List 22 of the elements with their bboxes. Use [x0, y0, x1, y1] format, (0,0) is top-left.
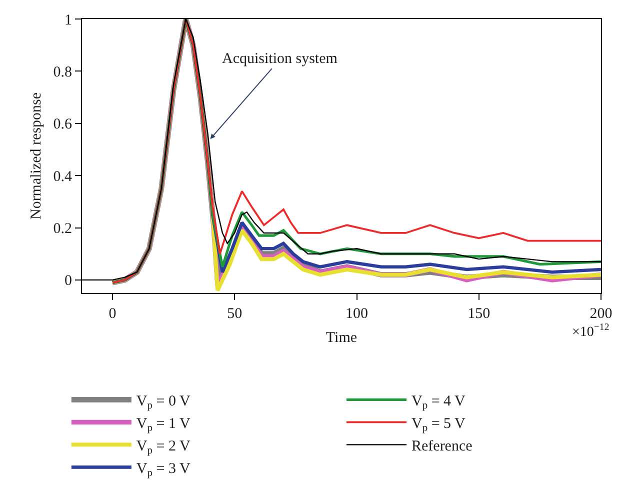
x-tick-label: 150 [468, 306, 490, 322]
x-tick-label: 0 [108, 306, 116, 322]
legend-label: V$_{p}$ = 3 V [136, 461, 190, 480]
y-tick-label: 0.8 [53, 64, 72, 80]
y-tick-label: 0.6 [53, 116, 72, 133]
legend-label: V$_{p}$ = 0 V [136, 394, 190, 412]
y-tick-label: 0 [64, 273, 72, 290]
annotation: Acquisition system [222, 51, 338, 67]
legend-label: V$_{p}$ = 4 V [412, 394, 466, 412]
legend-label: V$_{p}$ = 5 V [412, 416, 466, 434]
text: ×10$^{−12}$ [572, 322, 610, 340]
y-tick-label: 0.4 [53, 168, 72, 185]
x-tick-label: 100 [346, 306, 368, 322]
y-tick-label: 1 [64, 12, 72, 28]
legend-label: V$_{p}$ = 1 V [136, 416, 190, 434]
y-axis-title: Normalized response [28, 92, 44, 220]
legend-label: V$_{p}$ = 2 V [136, 438, 190, 457]
y-tick-label: 0.2 [53, 221, 72, 238]
x-tick-label: 50 [227, 306, 242, 322]
x-tick-label: 200 [590, 306, 612, 322]
legend-label: Reference [412, 438, 473, 455]
x-axis-title: Time [326, 330, 358, 346]
